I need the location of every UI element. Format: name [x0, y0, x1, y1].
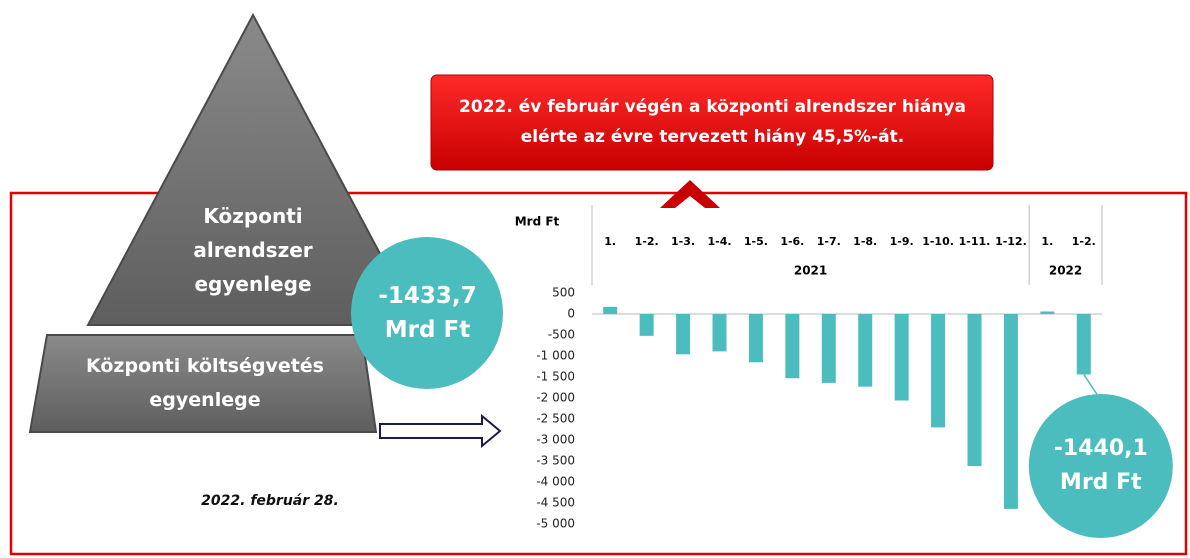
x-tick-label: 1-4.: [707, 235, 731, 248]
bar: [931, 314, 946, 428]
bar: [1003, 314, 1018, 509]
bar: [1076, 314, 1091, 375]
x-tick-label: 1.: [604, 235, 616, 248]
banner-text: 2022. év február végén a központi alrend…: [459, 97, 966, 147]
bar: [639, 314, 654, 336]
y-tick-label: -500: [548, 328, 575, 342]
bar: [858, 314, 873, 387]
pyramid-top-text: Központi alrendszer egyenlege: [193, 204, 313, 296]
date: 2022. február 28.: [201, 493, 339, 509]
x-tick-label: 1-8.: [853, 235, 877, 248]
y-tick-label: 0: [567, 307, 575, 321]
bar: [1040, 311, 1055, 314]
bar: [676, 314, 691, 355]
x-tick-label: 1-2.: [1072, 235, 1096, 248]
x-tick-label: 1.: [1041, 235, 1053, 248]
callout-circle: [1028, 394, 1173, 538]
y-tick-label: -4 000: [536, 475, 575, 489]
y-tick-label: -3 500: [536, 454, 575, 468]
x-tick-label: 1-10.: [922, 235, 954, 248]
x-tick-label: 1-6.: [780, 235, 804, 248]
y-tick-label: -2 000: [536, 391, 575, 405]
up-chevron: [660, 180, 720, 208]
right-arrow: [379, 413, 502, 449]
frame: [9, 191, 1188, 556]
bar: [821, 314, 836, 383]
x-tick-label: 1-12.: [995, 235, 1027, 248]
x-tick-label: 1-3.: [671, 235, 695, 248]
y-tick-label: -1 000: [536, 349, 575, 363]
bar: [894, 314, 909, 401]
x-tick-label: 1-5.: [744, 235, 768, 248]
pyramid-top: [86, 12, 420, 326]
x-tick-label: 1-7.: [817, 235, 841, 248]
pyramid-bottom-text: Központi költségvetés egyenlege: [85, 355, 324, 411]
banner-box: [430, 74, 994, 171]
x-tick-label: 1-2.: [635, 235, 659, 248]
bar: [603, 306, 618, 314]
y-tick-label: -2 500: [536, 412, 575, 426]
y-axis-label: Mrd Ft: [515, 215, 560, 229]
bar: [785, 314, 800, 379]
pyramid-bottom: [28, 334, 378, 433]
y-tick-label: -1 500: [536, 370, 575, 384]
value-circle-text: -1433,7 Mrd Ft: [378, 283, 477, 343]
bar: [712, 314, 727, 352]
bar: [748, 314, 763, 363]
bar: [967, 314, 982, 467]
y-tick-label: -5 000: [536, 517, 575, 531]
value-circle: [351, 237, 503, 389]
y-tick-label: 500: [552, 286, 575, 300]
y-tick-label: -4 500: [536, 496, 575, 510]
y-tick-label: -3 000: [536, 433, 575, 447]
x-tick-label: 1-9.: [890, 235, 914, 248]
x-tick-label: 1-11.: [959, 235, 991, 248]
group-label: 2022: [1049, 264, 1082, 278]
group-label: 2021: [794, 264, 827, 278]
value-label: -1440,1 Mrd Ft: [1053, 436, 1148, 495]
